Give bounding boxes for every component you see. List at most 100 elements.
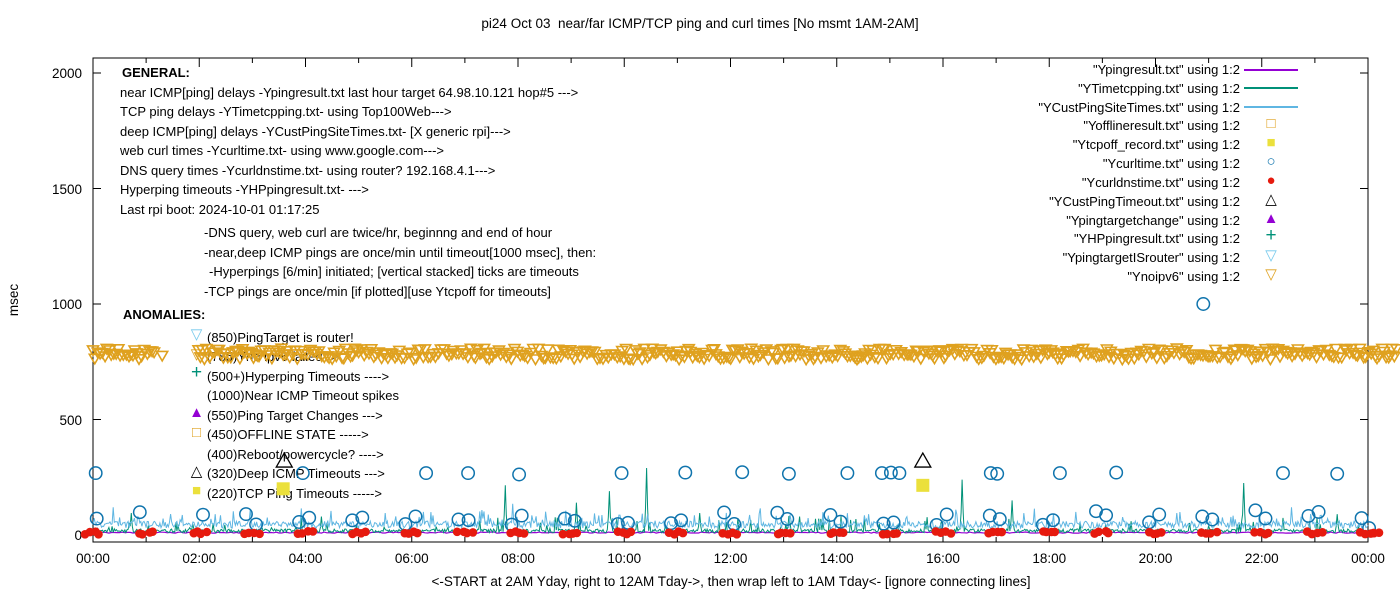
series-ycurldnstime-point	[193, 527, 202, 536]
series-ynoipv6-point	[883, 348, 898, 361]
legend-swatch: ○	[1240, 154, 1302, 171]
series-ynoipv6-point	[388, 352, 402, 365]
series-ycurltime-point	[781, 466, 796, 481]
series-ynoipv6-point	[633, 347, 647, 360]
series-ynoipv6-point	[1276, 345, 1290, 358]
x-tick-label: 10:00	[607, 551, 642, 566]
series-ynoipv6-point	[127, 345, 142, 358]
series-ycurldnstime-point	[1263, 528, 1273, 538]
series-ycurltime-point	[621, 515, 635, 530]
legend-swatch	[1240, 87, 1302, 90]
series-ycurldnstime-point	[85, 527, 95, 537]
square-filled-icon: ■	[1266, 134, 1276, 152]
series-ynoipv6-point	[819, 351, 834, 364]
series-ynoipv6-point	[513, 350, 528, 363]
series-ynoipv6-point	[1346, 347, 1360, 360]
plus-icon: +	[1265, 225, 1277, 247]
series-ynoipv6-point	[1086, 348, 1101, 361]
series-ynoipv6-point	[623, 354, 637, 366]
series-ynoipv6-point	[1203, 351, 1217, 364]
series-ynoipv6-point	[1372, 350, 1387, 363]
series-ycurldnstime-point	[468, 528, 478, 537]
series-ynoipv6-point	[1103, 346, 1118, 359]
series-ynoipv6-point	[449, 348, 464, 361]
series-ynoipv6-point	[359, 346, 374, 359]
y-tick-label: 1000	[51, 297, 82, 312]
legend-entry: "Ycurldnstime.txt" using 1:2 ●	[930, 173, 1302, 192]
series-ynoipv6-point	[1314, 345, 1328, 358]
series-ynoipv6-point	[775, 343, 790, 356]
series-ycurltime-point	[239, 507, 253, 522]
legend-entry: "Ypingtargetchange" using 1:2 ▲	[930, 211, 1302, 230]
y-tick-label: 2000	[51, 66, 82, 81]
series-ynoipv6-point	[540, 344, 555, 357]
series-ynoipv6-point	[1218, 346, 1232, 359]
anomaly-marker: ▽	[186, 327, 207, 346]
series-ycurltime-point	[1362, 521, 1377, 536]
series-ynoipv6-point	[1007, 353, 1022, 366]
legend-line-sample	[1244, 106, 1298, 109]
series-ynoipv6-point	[850, 354, 864, 367]
series-ynoipv6-point	[938, 350, 953, 363]
series-ynoipv6-point	[1344, 343, 1359, 356]
legend-label: "YTimetcpping.txt" using 1:2	[1078, 80, 1240, 96]
y-tick-label: 500	[59, 412, 82, 428]
series-ycurldnstime-point	[1103, 528, 1113, 538]
anomaly-text: (850)PingTarget is router!	[207, 329, 354, 345]
series-ynoipv6-point	[1003, 349, 1018, 362]
series-ycurltime-point	[1109, 465, 1124, 480]
legend-entry: "Yofflineresult.txt" using 1:2 □	[930, 116, 1302, 135]
series-ynoipv6-point	[836, 346, 851, 358]
series-ynoipv6-point	[1063, 346, 1078, 359]
legend-label: "YHPpingresult.txt" using 1:2	[1073, 231, 1240, 247]
series-ynoipv6-point	[628, 345, 643, 357]
series-ynoipv6-point	[1024, 344, 1039, 357]
series-ynoipv6-point	[637, 343, 652, 356]
series-ycurldnstime-point	[678, 528, 688, 538]
series-ynoipv6-point	[1271, 344, 1286, 356]
series-ynoipv6-point	[343, 351, 358, 364]
series-ynoipv6-point	[362, 348, 376, 361]
anomaly-item: ■ (220)TCP Ping Timeouts ----->	[186, 483, 382, 503]
series-ynoipv6-point	[1019, 347, 1034, 359]
series-ynoipv6-point	[523, 347, 538, 360]
series-ycurldnstime-point	[781, 528, 790, 538]
series-ynoipv6-point	[942, 345, 957, 358]
series-ycurldnstime-point	[409, 527, 419, 536]
series-ynoipv6-point	[705, 344, 719, 357]
series-ynoipv6-point	[1010, 349, 1024, 362]
series-ynoipv6-point	[647, 347, 661, 360]
anomaly-text: (220)TCP Ping Timeouts ----->	[207, 485, 382, 501]
series-ynoipv6-point	[1236, 344, 1250, 356]
series-ynoipv6-point	[913, 353, 928, 366]
series-ynoipv6-point	[1283, 347, 1298, 360]
series-ynoipv6-point	[90, 347, 105, 360]
series-ynoipv6-point	[546, 352, 561, 365]
series-ynoipv6-point	[129, 348, 144, 360]
series-ynoipv6-point	[526, 343, 541, 356]
legend-entry: "Ytcpoff_record.txt" using 1:2 ■	[930, 135, 1302, 154]
series-ycurldnstime-point	[622, 529, 632, 539]
series-ynoipv6-point	[122, 351, 136, 364]
series-ycurldnstime-point	[189, 528, 199, 538]
series-ynoipv6-point	[794, 346, 809, 359]
series-ynoipv6-point	[1016, 344, 1031, 357]
series-ynoipv6-point	[474, 347, 489, 360]
series-ynoipv6-point	[960, 350, 974, 362]
series-ynoipv6-point	[856, 350, 871, 363]
series-ycurldnstime-point	[882, 529, 892, 539]
series-ynoipv6-point	[1059, 346, 1074, 358]
series-ycurldnstime-point	[293, 529, 303, 538]
y-tick-label: 0	[74, 528, 82, 543]
legend-entry: "YpingtargetISrouter" using 1:2 ▽	[930, 248, 1302, 267]
series-ynoipv6-point	[1331, 352, 1346, 365]
series-ynoipv6-point	[567, 353, 582, 366]
series-ynoipv6-point	[1106, 353, 1121, 366]
series-ynoipv6-point	[619, 343, 633, 356]
series-ynoipv6-point	[635, 354, 649, 366]
series-ynoipv6-point	[977, 350, 991, 363]
series-ycurltime-point	[249, 517, 264, 532]
series-ynoipv6-point	[1224, 353, 1238, 366]
series-ycurltime-point	[610, 517, 625, 532]
series-ynoipv6-point	[991, 352, 1006, 365]
